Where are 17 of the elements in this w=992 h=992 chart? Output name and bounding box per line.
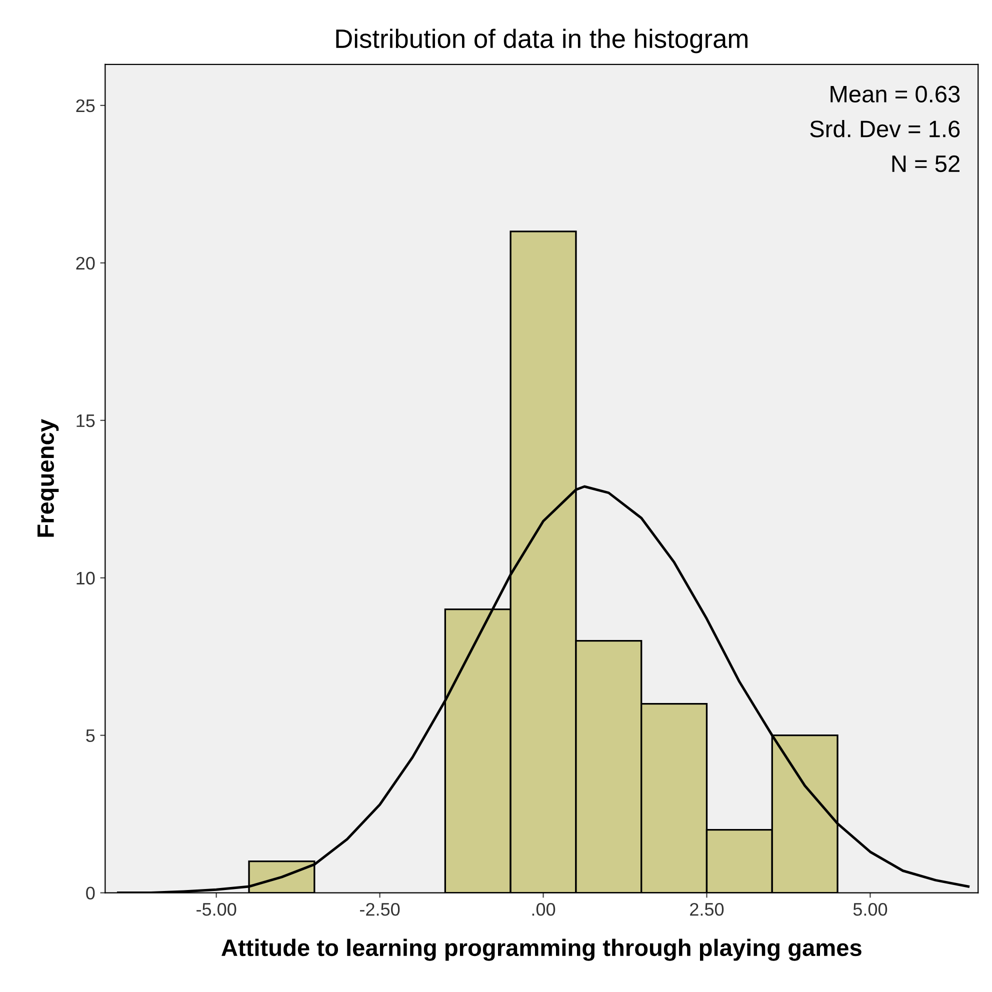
y-tick-label: 0 xyxy=(86,886,95,900)
annotation: N = 52 xyxy=(892,155,960,172)
x-tick-label: 5.00 xyxy=(853,903,888,916)
y-axis-title: Frequency xyxy=(38,419,59,537)
chart-title: Distribution of data in the histogram xyxy=(336,28,748,54)
y-tick-label: 15 xyxy=(76,414,95,428)
x-tick-label: 2.50 xyxy=(690,903,724,916)
y-tick-label: 20 xyxy=(76,256,95,270)
x-tick-label: .00 xyxy=(532,903,556,916)
annotation: Mean = 0.63 xyxy=(830,86,960,103)
annotation: Srd. Dev = 1.6 xyxy=(810,120,960,138)
y-tick-label: 25 xyxy=(76,99,95,112)
x-tick-label: -5.00 xyxy=(196,903,236,916)
x-tick-label: -2.50 xyxy=(360,903,400,916)
y-tick-label: 10 xyxy=(76,572,95,585)
y-tick-label: 5 xyxy=(86,729,95,742)
x-axis-title: Attitude to learning programming through playing games xyxy=(222,938,862,961)
